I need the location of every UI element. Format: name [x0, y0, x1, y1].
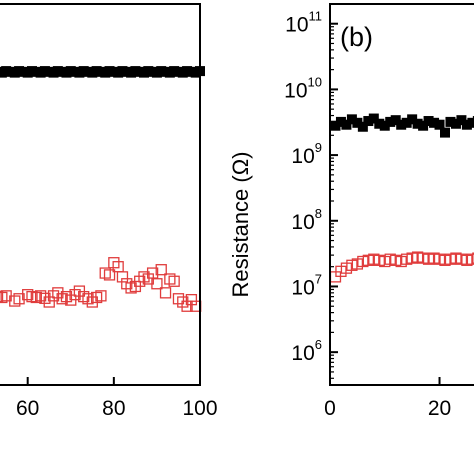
data-point	[103, 269, 116, 281]
data-point	[99, 267, 111, 279]
panel-label: (b)	[340, 22, 373, 52]
panel-a: 60 80 100	[0, 3, 218, 420]
data-point	[341, 119, 352, 130]
x-tick-label: 60	[16, 397, 39, 420]
y-tick-label: 106	[291, 337, 322, 365]
data-point	[155, 264, 167, 276]
data-point	[56, 293, 68, 305]
data-point	[0, 290, 4, 303]
series-2	[329, 251, 474, 283]
data-point	[357, 121, 368, 132]
data-point	[363, 116, 374, 127]
data-point	[418, 120, 429, 131]
data-point	[181, 300, 193, 312]
series-1	[330, 113, 474, 138]
data-point	[82, 293, 94, 305]
data-point	[39, 292, 51, 304]
data-point	[177, 296, 189, 308]
y-tick-label: 108	[291, 206, 322, 234]
y-tick-label: 1010	[284, 74, 322, 102]
data-point	[121, 278, 133, 290]
data-point	[379, 120, 390, 131]
data-point	[335, 116, 346, 127]
data-point	[30, 291, 42, 304]
data-point	[159, 287, 172, 299]
data-point	[346, 114, 357, 125]
data-point	[52, 287, 64, 299]
data-point	[472, 116, 474, 127]
data-point	[445, 116, 456, 127]
data-point	[146, 267, 159, 279]
x-tick-label: 100	[182, 397, 217, 420]
x-tick-label: 0	[324, 397, 336, 420]
data-point	[69, 289, 81, 301]
plot-frame	[329, 3, 474, 386]
data-point	[456, 115, 467, 126]
panel-b: 0 20 106 107 108 109 1010 1011 Resistance (Ω) (b)	[228, 3, 474, 420]
data-point	[47, 290, 60, 302]
data-point	[440, 127, 450, 138]
data-point	[429, 117, 440, 128]
y-tick-label: 107	[291, 271, 322, 299]
data-point	[151, 278, 163, 290]
data-point	[412, 118, 423, 129]
y-tick-label: 109	[291, 140, 322, 168]
data-point	[374, 118, 385, 129]
data-point	[13, 293, 25, 305]
data-point	[0, 291, 8, 304]
data-point	[9, 295, 21, 307]
data-point	[396, 119, 407, 130]
data-point	[401, 117, 412, 128]
plot-frame	[0, 3, 201, 386]
data-point	[385, 116, 396, 127]
data-point	[26, 290, 38, 303]
data-point	[168, 275, 180, 287]
data-point	[34, 290, 47, 302]
data-point	[352, 117, 363, 128]
series-2	[0, 257, 202, 312]
data-point	[185, 293, 198, 306]
data-point	[423, 116, 434, 127]
data-point	[368, 113, 379, 124]
data-point	[467, 117, 474, 128]
data-point	[108, 257, 120, 269]
y-axis-title: Resistance (Ω)	[228, 151, 253, 297]
data-point	[90, 291, 103, 304]
data-point	[390, 115, 401, 126]
series-1	[0, 66, 205, 78]
data-point	[472, 252, 474, 264]
y-tick-label: 1011	[285, 9, 322, 37]
data-point	[95, 290, 107, 302]
data-point	[125, 282, 137, 294]
data-point	[450, 118, 461, 129]
data-point	[164, 273, 176, 285]
data-point	[43, 296, 55, 308]
data-point	[116, 271, 129, 283]
data-point	[22, 289, 34, 301]
data-point	[407, 114, 418, 125]
data-point	[461, 119, 472, 130]
data-point	[434, 119, 445, 130]
data-point	[330, 120, 341, 131]
data-point	[138, 271, 150, 283]
x-tick-label: 80	[102, 397, 125, 420]
x-tick-label: 20	[428, 397, 451, 420]
data-point	[60, 290, 73, 303]
data-point	[172, 293, 185, 305]
